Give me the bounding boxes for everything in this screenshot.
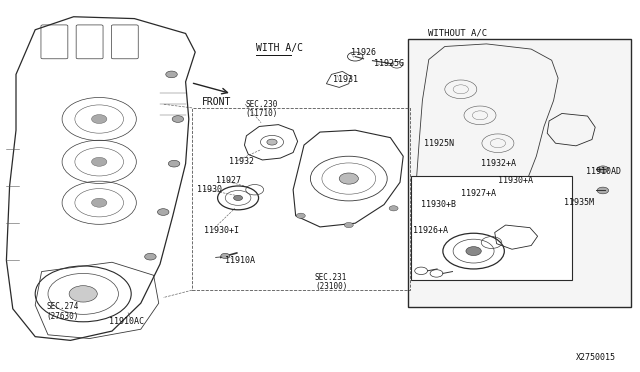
- Bar: [411, 176, 572, 280]
- Text: SEC.230: SEC.230: [245, 100, 278, 109]
- Text: WITH A/C: WITH A/C: [256, 44, 303, 53]
- Text: 11930+A: 11930+A: [498, 176, 533, 185]
- Circle shape: [267, 139, 277, 145]
- Bar: [408, 39, 631, 307]
- Text: SEC.231: SEC.231: [315, 273, 348, 282]
- Text: 11925G: 11925G: [374, 59, 404, 68]
- Circle shape: [339, 173, 358, 184]
- Text: 11932: 11932: [229, 157, 254, 166]
- Text: 11927: 11927: [216, 176, 241, 185]
- Circle shape: [597, 187, 609, 194]
- Text: SEC.274: SEC.274: [46, 302, 79, 311]
- Text: 11910A: 11910A: [225, 256, 255, 265]
- Text: WITHOUT A/C: WITHOUT A/C: [428, 29, 486, 38]
- Text: 11930: 11930: [197, 185, 222, 194]
- Text: 11932+A: 11932+A: [481, 159, 516, 168]
- Bar: [192, 108, 410, 290]
- Text: 11926: 11926: [351, 48, 376, 57]
- Circle shape: [344, 222, 353, 228]
- Circle shape: [168, 160, 180, 167]
- Text: 11927+A: 11927+A: [461, 189, 496, 198]
- Text: 11930+B: 11930+B: [421, 200, 456, 209]
- Text: 11910AC: 11910AC: [109, 317, 144, 326]
- Circle shape: [221, 253, 230, 259]
- Text: 11926+A: 11926+A: [413, 226, 448, 235]
- Circle shape: [563, 197, 573, 203]
- Circle shape: [234, 195, 243, 201]
- Circle shape: [145, 253, 156, 260]
- Circle shape: [92, 157, 107, 166]
- Circle shape: [172, 116, 184, 122]
- Text: 11930+I: 11930+I: [204, 226, 239, 235]
- Text: 11931: 11931: [333, 76, 358, 84]
- Circle shape: [69, 286, 97, 302]
- Circle shape: [157, 209, 169, 215]
- Text: X2750015: X2750015: [576, 353, 616, 362]
- Text: (27630): (27630): [46, 312, 79, 321]
- Circle shape: [389, 206, 398, 211]
- Circle shape: [296, 213, 305, 218]
- Text: (11710): (11710): [245, 109, 278, 118]
- Text: 11910AD: 11910AD: [586, 167, 621, 176]
- Circle shape: [597, 166, 609, 173]
- Circle shape: [92, 115, 107, 124]
- Text: 11925N: 11925N: [424, 139, 454, 148]
- Circle shape: [92, 198, 107, 207]
- Text: 11935M: 11935M: [564, 198, 595, 207]
- Text: (23100): (23100): [315, 282, 348, 291]
- Circle shape: [466, 247, 481, 256]
- Text: FRONT: FRONT: [202, 97, 231, 107]
- Circle shape: [166, 71, 177, 78]
